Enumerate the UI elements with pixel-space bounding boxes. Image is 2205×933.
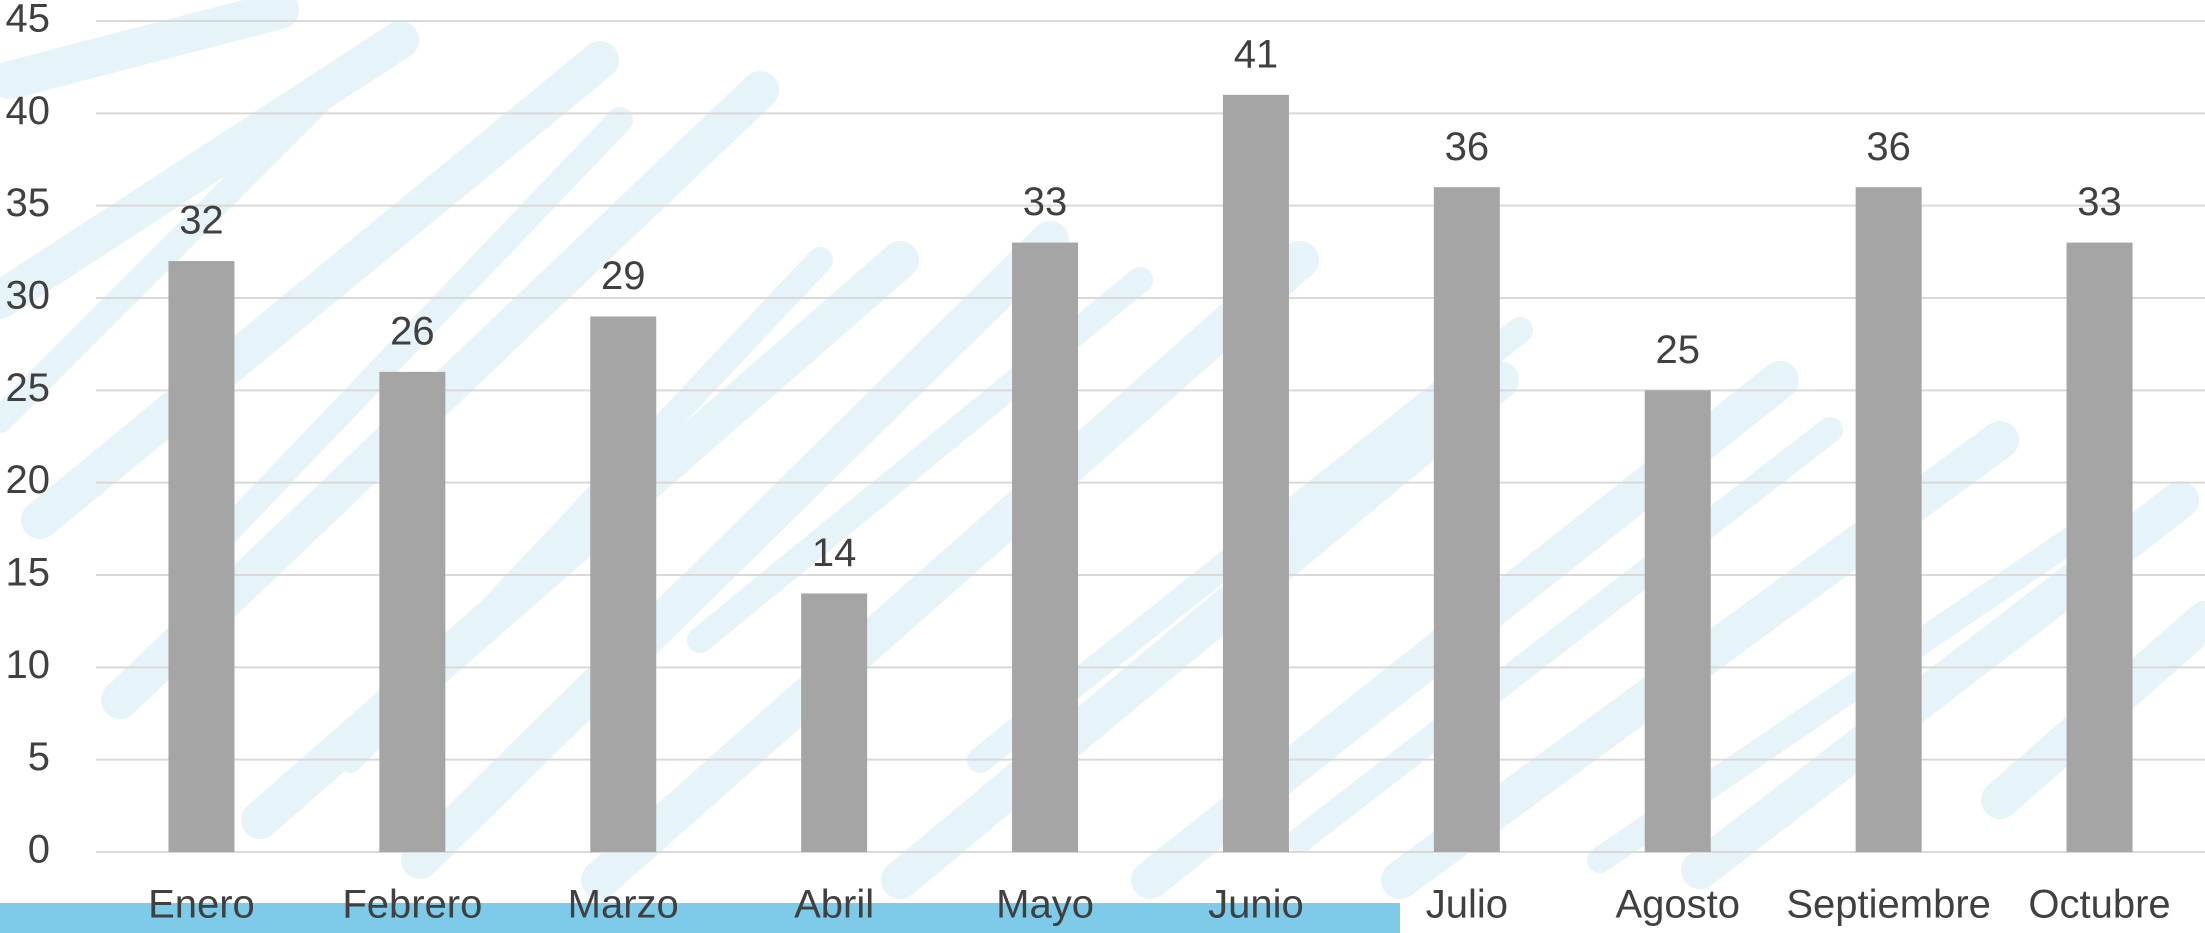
x-tick-label: Abril xyxy=(794,883,874,927)
x-tick-label: Enero xyxy=(148,883,255,927)
data-label: 29 xyxy=(601,254,646,298)
bar xyxy=(379,372,445,852)
data-label: 26 xyxy=(390,309,435,353)
x-tick-label: Junio xyxy=(1208,883,1304,927)
bar xyxy=(1223,95,1289,852)
data-label: 36 xyxy=(1866,125,1911,169)
y-tick-label: 45 xyxy=(6,0,51,41)
y-tick-label: 30 xyxy=(6,274,51,318)
bar xyxy=(1012,243,1078,852)
x-tick-label: Octubre xyxy=(2028,883,2170,927)
x-tick-label: Marzo xyxy=(568,883,679,927)
chart: 0 5 10 15 20 25 30 35 40 45 32 Enero 26 Febrero 29 Marz… xyxy=(0,0,2205,933)
x-tick-label: Agosto xyxy=(1615,883,1740,927)
bar xyxy=(168,261,234,852)
plot-area: 0 5 10 15 20 25 30 35 40 45 32 Enero 26 Febrero 29 Marz… xyxy=(6,0,2205,927)
data-label: 33 xyxy=(2077,180,2122,224)
y-tick-label: 35 xyxy=(6,181,51,225)
x-tick-label: Septiembre xyxy=(1786,883,1991,927)
y-tick-label: 10 xyxy=(6,643,51,687)
y-tick-label: 25 xyxy=(6,366,51,410)
x-tick-label: Julio xyxy=(1426,883,1508,927)
bar xyxy=(801,593,867,852)
y-tick-label: 20 xyxy=(6,458,51,502)
data-label: 36 xyxy=(1445,125,1490,169)
y-tick-label: 0 xyxy=(28,828,50,872)
bar xyxy=(1645,390,1711,852)
bar xyxy=(1434,187,1500,852)
bar xyxy=(590,316,656,852)
x-tick-label: Febrero xyxy=(342,883,482,927)
x-tick-label: Mayo xyxy=(996,883,1094,927)
y-tick-label: 15 xyxy=(6,551,51,595)
data-label: 41 xyxy=(1234,32,1279,76)
bar xyxy=(2067,243,2133,852)
y-tick-label: 40 xyxy=(6,89,51,133)
data-label: 25 xyxy=(1656,328,1701,372)
data-label: 14 xyxy=(812,531,857,575)
y-tick-label: 5 xyxy=(28,735,50,779)
data-label: 32 xyxy=(179,199,224,243)
bar xyxy=(1856,187,1922,852)
data-label: 33 xyxy=(1023,180,1068,224)
